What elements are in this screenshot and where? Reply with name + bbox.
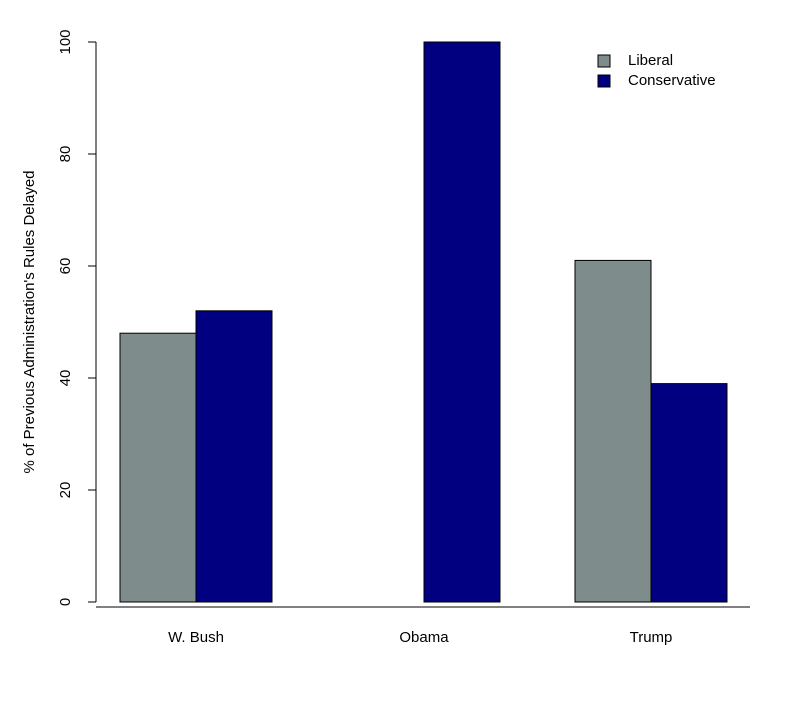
x-tick-label: Trump — [630, 629, 673, 646]
x-tick-label: Obama — [399, 629, 449, 646]
bar — [574, 259, 652, 603]
y-tick-label: 0 — [57, 598, 74, 606]
y-tick-label: 100 — [57, 29, 74, 54]
y-tick-label: 80 — [57, 146, 74, 163]
legend-swatch — [597, 54, 611, 68]
bar — [119, 332, 197, 603]
y-tick-label: 60 — [57, 258, 74, 275]
legend-swatch — [597, 74, 611, 88]
bar — [650, 383, 728, 603]
y-tick-label: 40 — [57, 370, 74, 387]
bar — [423, 41, 501, 603]
bar — [195, 310, 273, 603]
y-tick-label: 20 — [57, 482, 74, 499]
legend-label: Conservative — [628, 72, 716, 89]
y-axis-label: % of Previous Administration's Rules Del… — [21, 170, 38, 473]
legend-label: Liberal — [628, 52, 673, 69]
x-tick-label: W. Bush — [168, 629, 224, 646]
